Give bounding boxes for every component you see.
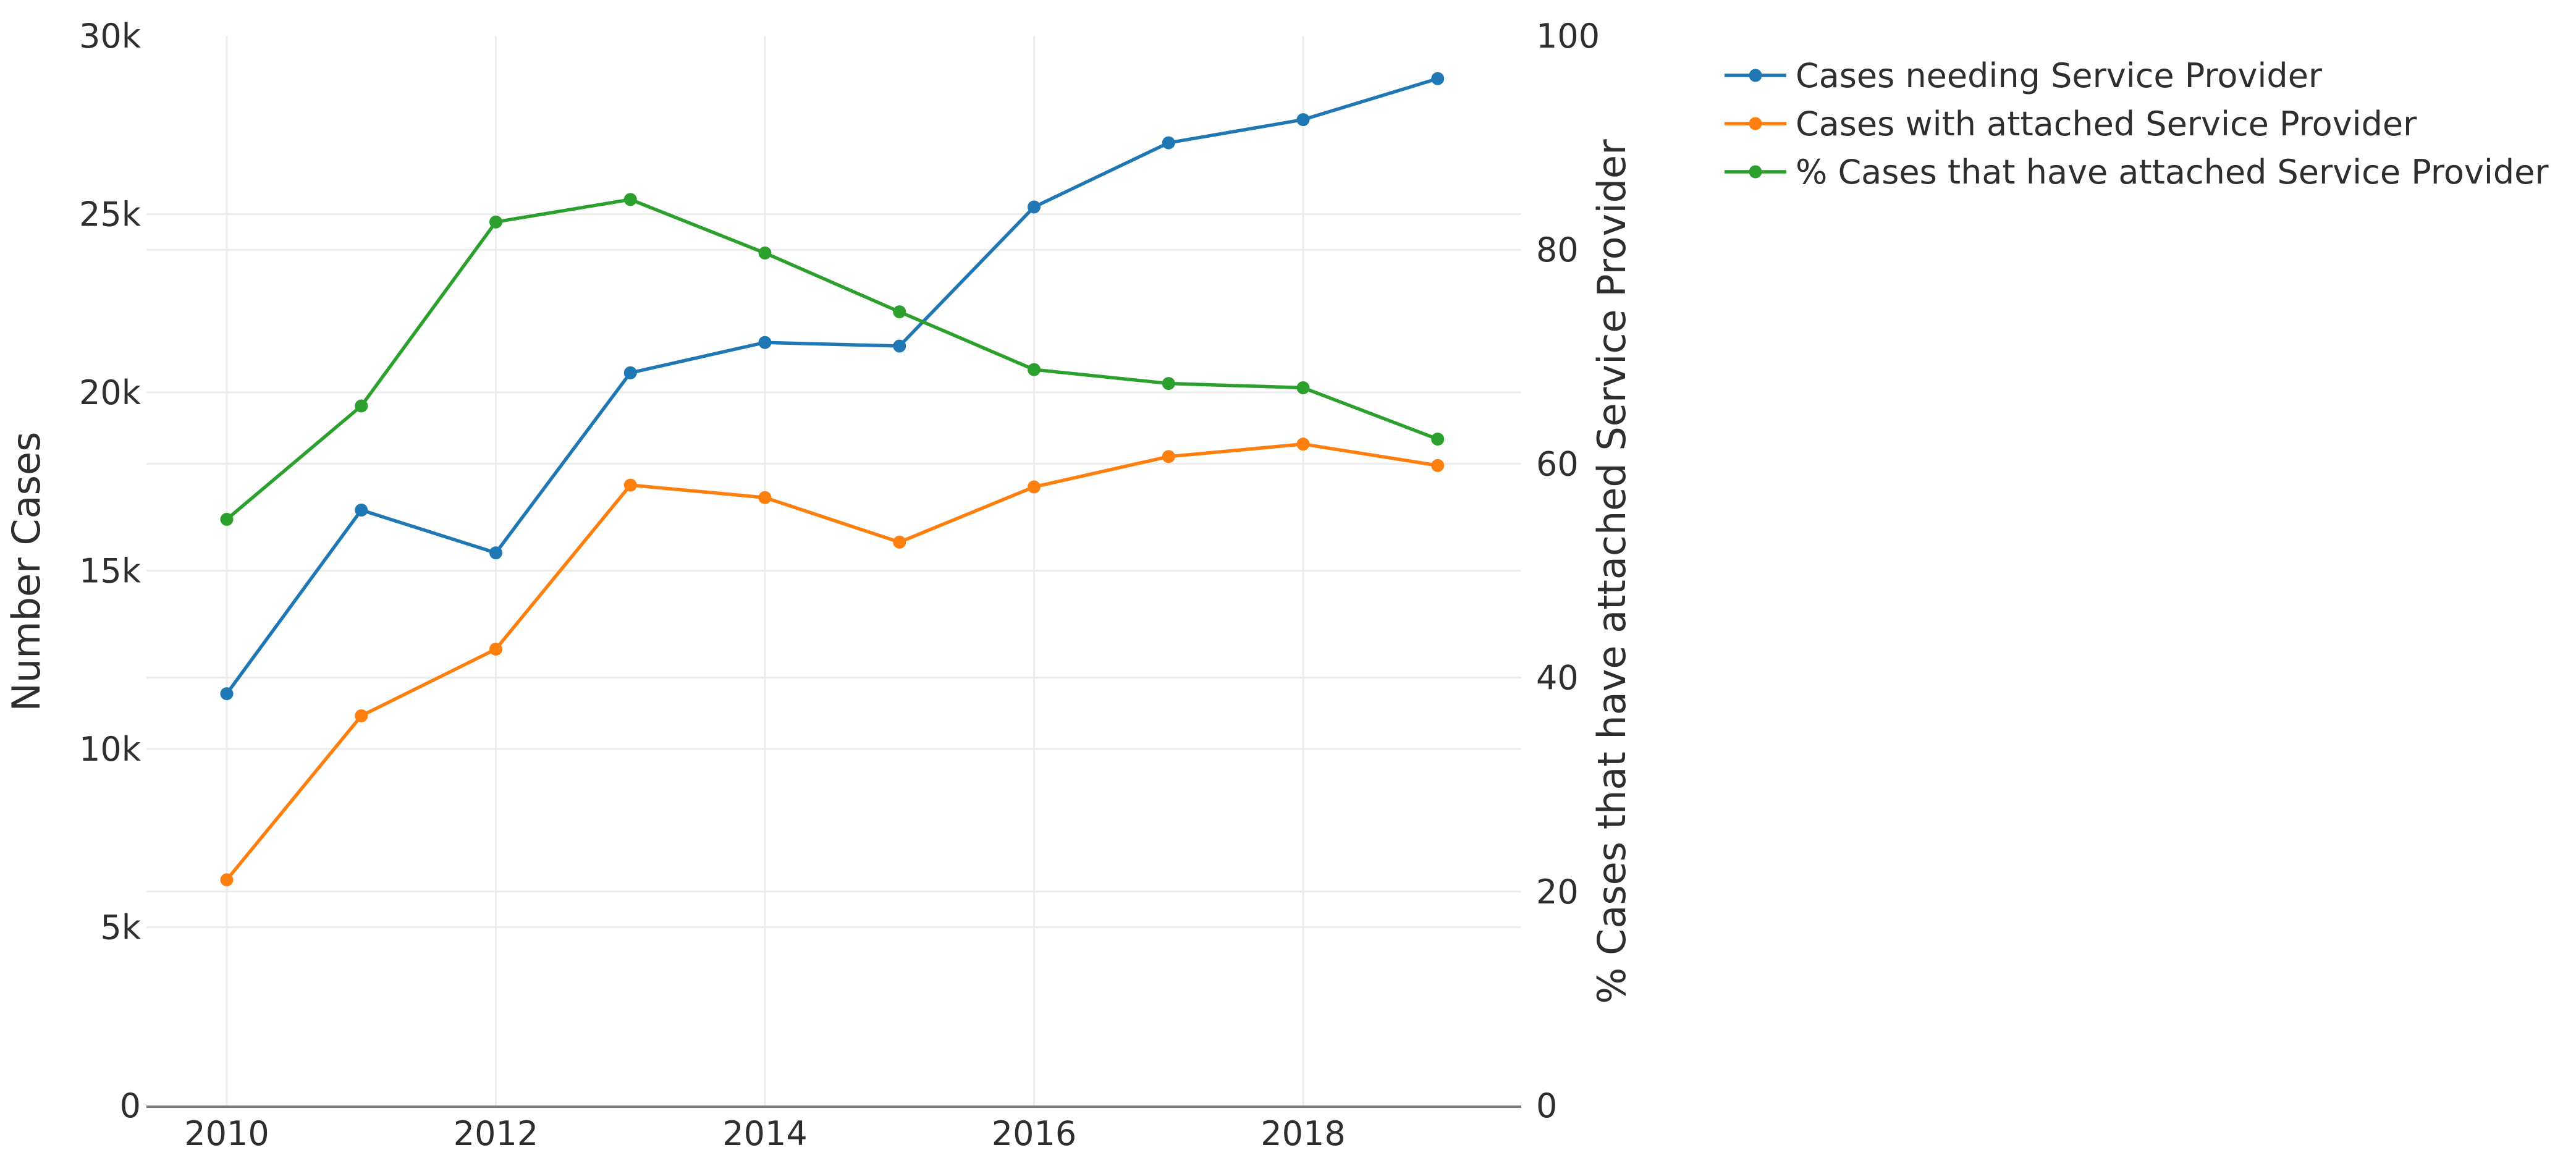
right-axis-tick-label: 0 bbox=[1536, 1086, 1557, 1125]
data-point-cases-with-attached-service-provider-2019[interactable] bbox=[1431, 459, 1445, 472]
data-point-cases-with-attached-service-provider-2013[interactable] bbox=[623, 478, 637, 492]
data-point-cases-needing-service-provider-2015[interactable] bbox=[893, 339, 906, 353]
data-point-cases-that-have-attached-service-provider-2019[interactable] bbox=[1431, 433, 1445, 446]
data-point-cases-that-have-attached-service-provider-2012[interactable] bbox=[489, 215, 502, 229]
x-axis-tick-label: 2014 bbox=[722, 1114, 807, 1153]
data-point-cases-with-attached-service-provider-2012[interactable] bbox=[489, 642, 502, 656]
right-axis-title: % Cases that have attached Service Provi… bbox=[1589, 139, 1634, 1004]
data-point-cases-with-attached-service-provider-2017[interactable] bbox=[1162, 450, 1175, 463]
data-point-cases-that-have-attached-service-provider-2016[interactable] bbox=[1028, 363, 1041, 376]
data-point-cases-needing-service-provider-2017[interactable] bbox=[1162, 136, 1175, 150]
data-point-cases-that-have-attached-service-provider-2018[interactable] bbox=[1296, 381, 1310, 394]
right-axis-tick-label: 20 bbox=[1536, 873, 1579, 911]
legend-marker-icon bbox=[1749, 165, 1762, 179]
x-axis-tick-label: 2012 bbox=[454, 1114, 538, 1153]
data-point-cases-with-attached-service-provider-2015[interactable] bbox=[893, 535, 906, 549]
series-line-cases-needing-service-provider bbox=[225, 77, 1440, 696]
data-point-cases-that-have-attached-service-provider-2010[interactable] bbox=[220, 512, 234, 526]
data-point-cases-needing-service-provider-2018[interactable] bbox=[1296, 113, 1310, 127]
data-point-cases-needing-service-provider-2010[interactable] bbox=[220, 687, 234, 701]
data-point-cases-that-have-attached-service-provider-2017[interactable] bbox=[1162, 377, 1175, 391]
left-axis-tick-label: 30k bbox=[79, 17, 141, 56]
data-point-cases-that-have-attached-service-provider-2013[interactable] bbox=[623, 193, 637, 206]
series-line-cases-with-attached-service-provider bbox=[225, 442, 1440, 882]
legend-item-cases-with-attached-service-provider[interactable]: Cases with attached Service Provider bbox=[1725, 104, 2417, 143]
right-axis-tick-label: 40 bbox=[1536, 659, 1579, 698]
x-axis-tick-label: 2010 bbox=[184, 1114, 269, 1153]
data-point-cases-needing-service-provider-2012[interactable] bbox=[489, 546, 502, 560]
left-axis-tick-label: 15k bbox=[79, 552, 141, 591]
series-line-cases-that-have-attached-service-provider bbox=[225, 198, 1440, 522]
legend-label: % Cases that have attached Service Provi… bbox=[1796, 153, 2549, 192]
data-point-cases-needing-service-provider-2011[interactable] bbox=[355, 503, 368, 517]
data-point-cases-with-attached-service-provider-2010[interactable] bbox=[220, 873, 234, 887]
right-axis-tick-label: 100 bbox=[1536, 17, 1600, 56]
data-point-cases-needing-service-provider-2013[interactable] bbox=[623, 366, 637, 379]
legend-marker-icon bbox=[1749, 117, 1762, 130]
data-point-cases-that-have-attached-service-provider-2015[interactable] bbox=[893, 305, 906, 319]
left-axis-tick-label: 25k bbox=[79, 195, 141, 234]
data-point-cases-that-have-attached-service-provider-2011[interactable] bbox=[355, 399, 368, 413]
left-axis-tick-label: 0 bbox=[120, 1086, 141, 1125]
data-point-cases-that-have-attached-service-provider-2014[interactable] bbox=[758, 246, 772, 260]
data-point-cases-needing-service-provider-2016[interactable] bbox=[1028, 200, 1041, 214]
data-point-cases-needing-service-provider-2014[interactable] bbox=[758, 336, 772, 349]
right-axis-tick-label: 60 bbox=[1536, 444, 1579, 483]
left-axis-tick-label: 5k bbox=[100, 908, 141, 947]
x-axis-tick-label: 2016 bbox=[992, 1114, 1076, 1153]
left-axis-title: Number Cases bbox=[4, 432, 49, 712]
x-axis-tick-label: 2018 bbox=[1261, 1114, 1345, 1153]
legend-label: Cases needing Service Provider bbox=[1796, 56, 2323, 95]
data-point-cases-with-attached-service-provider-2011[interactable] bbox=[355, 709, 368, 722]
left-axis-tick-label: 20k bbox=[79, 373, 141, 412]
data-point-cases-with-attached-service-provider-2016[interactable] bbox=[1028, 480, 1041, 494]
data-point-cases-with-attached-service-provider-2018[interactable] bbox=[1296, 438, 1310, 451]
data-point-cases-with-attached-service-provider-2014[interactable] bbox=[758, 491, 772, 504]
right-axis-tick-label: 80 bbox=[1536, 230, 1579, 269]
legend-item-cases-that-have-attached-service-provider[interactable]: % Cases that have attached Service Provi… bbox=[1725, 153, 2549, 192]
data-point-cases-needing-service-provider-2019[interactable] bbox=[1431, 72, 1445, 85]
legend-marker-icon bbox=[1749, 69, 1762, 82]
legend-item-cases-needing-service-provider[interactable]: Cases needing Service Provider bbox=[1725, 56, 2323, 95]
legend-label: Cases with attached Service Provider bbox=[1796, 104, 2417, 143]
left-axis-tick-label: 10k bbox=[79, 730, 141, 769]
